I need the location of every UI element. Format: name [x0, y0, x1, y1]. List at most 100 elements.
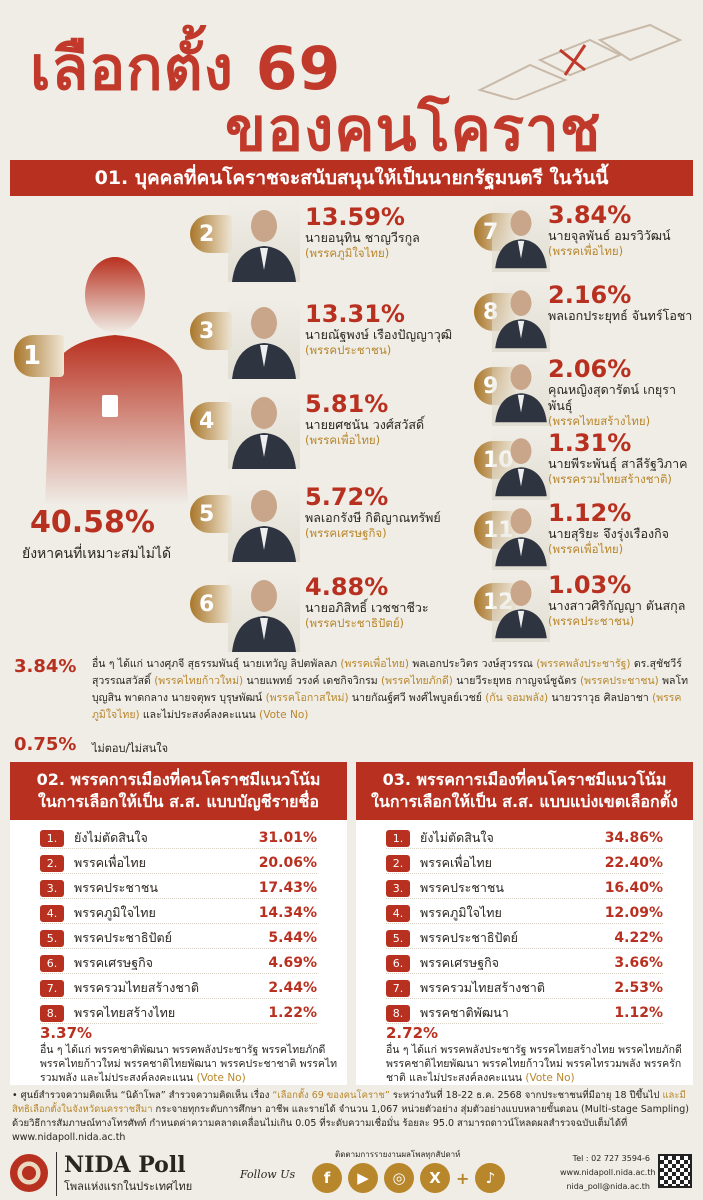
candidate-pct: 2.16%	[548, 281, 632, 309]
row-label: พรรคไทยสร้างไทย	[74, 1005, 176, 1020]
table-row: 4. พรรคภูมิใจไทย 12.09%	[386, 903, 663, 924]
candidate-entry: 4.88% นายอภิสิทธิ์ เวชชาชีวะ (พรรคประชาธ…	[305, 574, 470, 631]
row-label: พรรคประชาธิปัตย์	[74, 930, 172, 945]
social-links: f ▶ ◎ X + ♪	[312, 1163, 506, 1193]
tiktok-icon[interactable]: ♪	[475, 1163, 506, 1193]
other-note: อื่น ๆ ได้แก่ พรรคพลังประชารัฐ พรรคไทยสร…	[386, 1043, 686, 1085]
candidate-entry: 3.84% นายจุลพันธ์ อมรวิวัฒน์ (พรรคเพื่อไ…	[548, 202, 698, 259]
candidate-pct: 5.72%	[305, 483, 389, 511]
candidate-name: พลเอกประยุทธ์ จันทร์โอชา	[548, 308, 693, 323]
panel-title: 03. พรรคการเมืองที่คนโคราชมีแนวโน้ม ในการ…	[356, 762, 693, 820]
brand-tagline: โพลแห่งแรกในประเทศไทย	[64, 1180, 193, 1193]
candidate-party: (พรรคประชาธิปัตย์)	[305, 616, 405, 630]
candidate-entry: 5.72% พลเอกรังษี กิติญาณทรัพย์ (พรรคเศรษ…	[305, 484, 470, 541]
others-part: (พรรคเพื่อไทย)	[340, 658, 409, 670]
candidate-party: (พรรคเพื่อไทย)	[548, 244, 624, 258]
other-pct: 3.37%	[40, 1024, 93, 1042]
others-part: (พรรคประชาชน)	[580, 675, 659, 687]
row-value: 16.40%	[604, 880, 663, 896]
row-rank: 3.	[40, 879, 64, 897]
row-value: 12.09%	[604, 905, 663, 921]
instagram-icon[interactable]: ◎	[384, 1163, 414, 1193]
candidate-party: (พรรคเศรษฐกิจ)	[305, 526, 387, 540]
row-rank: 1.	[386, 829, 410, 847]
row-label: พรรคประชาชน	[74, 880, 158, 895]
table-row: 8. พรรคไทยสร้างไทย 1.22%	[40, 1003, 317, 1024]
candidate-photo	[228, 299, 300, 379]
candidate-pct: 1.31%	[548, 429, 632, 457]
others-part: นายวราวุธ ศิลปอาชา	[548, 692, 653, 704]
divider	[56, 1152, 57, 1196]
table-row: 2. พรรคเพื่อไทย 20.06%	[40, 853, 317, 874]
title-line2: ของคนโคราช	[225, 95, 602, 165]
candidate-pct: 3.84%	[548, 201, 632, 229]
row-value: 1.12%	[614, 1005, 663, 1021]
table-row: 7. พรรครวมไทยสร้างชาติ 2.44%	[40, 978, 317, 999]
method-title: “เลือกตั้ง 69 ของคนโคราช”	[272, 1090, 390, 1101]
no-answer-pct: 0.75%	[14, 734, 77, 755]
row-rank: 8.	[40, 1004, 64, 1022]
row-label: พรรคประชาชน	[420, 880, 504, 895]
follow-label: Follow Us	[240, 1168, 296, 1181]
rank-badge: 6	[190, 585, 232, 623]
others-part: นายแพทย์ วรงค์ เดชกิจวิกรม	[243, 675, 381, 687]
method-text: ระหว่างวันที่ 18-22 ธ.ค. 2568 จากประชาชน…	[389, 1090, 663, 1101]
row-label: พรรคเพื่อไทย	[74, 855, 146, 870]
row-rank: 5.	[386, 929, 410, 947]
row-rank: 6.	[386, 954, 410, 972]
ballot-checkbox-icon	[477, 23, 683, 100]
row-value: 5.44%	[268, 930, 317, 946]
candidate-photo	[492, 354, 550, 426]
table-row: 6. พรรคเศรษฐกิจ 4.69%	[40, 953, 317, 974]
other-text: อื่น ๆ ได้แก่ พรรคพลังประชารัฐ พรรคไทยสร…	[386, 1044, 682, 1084]
others-part: และไม่ประสงค์ลงคะแนน	[139, 709, 260, 721]
candidate-entry: 13.59% นายอนุทิน ชาญวีรกูล (พรรคภูมิใจไท…	[305, 204, 470, 261]
row-value: 1.22%	[268, 1005, 317, 1021]
row-value: 2.53%	[614, 980, 663, 996]
candidate-name: นายณัฐพงษ์ เรืองปัญญาวุฒิ	[305, 327, 453, 342]
row-rank: 1.	[40, 829, 64, 847]
other-text: อื่น ๆ ได้แก่ พรรคชาติพัฒนา พรรคพลังประช…	[40, 1044, 338, 1084]
others-part: (กัน จอมพลัง)	[485, 692, 549, 704]
table-row: 7. พรรครวมไทยสร้างชาติ 2.53%	[386, 978, 663, 999]
table-row: 8. พรรคชาติพัฒนา 1.12%	[386, 1003, 663, 1024]
candidate-entry: 1.31% นายพีระพันธุ์ สาลีรัฐวิภาค (พรรครว…	[548, 430, 698, 487]
others-part: นายกัณฐ์ศวี พงศ์ไพบูลย์เวชย์	[348, 692, 486, 704]
candidate-name: นายอนุทิน ชาญวีรกูล	[305, 230, 420, 245]
candidate-name: นายสุริยะ จึงรุ่งเรืองกิจ	[548, 526, 669, 541]
table-row: 1. ยังไม่ตัดสินใจ 31.01%	[40, 828, 317, 849]
candidate-name: นายอภิสิทธิ์ เวชชาชีวะ	[305, 600, 429, 615]
candidate-photo	[492, 570, 550, 642]
table-row: 5. พรรคประชาธิปัตย์ 5.44%	[40, 928, 317, 949]
facebook-icon[interactable]: f	[312, 1163, 342, 1193]
qr-code[interactable]	[658, 1154, 692, 1188]
candidate-entry: 1.12% นายสุริยะ จึงรุ่งเรืองกิจ (พรรคเพื…	[548, 500, 698, 557]
candidate-photo	[228, 572, 300, 652]
others-part: อื่น ๆ ได้แก่ นางศุภจี สุธรรมพันธุ์ นายเ…	[92, 658, 341, 670]
table-row: 6. พรรคเศรษฐกิจ 3.66%	[386, 953, 663, 974]
contact-info: Tel : 02 727 3594-6 www.nidapoll.nida.ac…	[560, 1152, 656, 1194]
x-icon[interactable]: X	[420, 1163, 450, 1193]
youtube-icon[interactable]: ▶	[348, 1163, 378, 1193]
row-label: พรรคประชาธิปัตย์	[420, 930, 518, 945]
other-note: อื่น ๆ ได้แก่ พรรคชาติพัฒนา พรรคพลังประช…	[40, 1043, 340, 1085]
row-value: 3.66%	[614, 955, 663, 971]
rank-badge: 4	[190, 402, 232, 440]
follow-note: ติดตามการรายงานผลโพลทุกสัปดาห์	[335, 1150, 461, 1159]
website-link[interactable]: www.nidapoll.nida.ac.th	[560, 1168, 656, 1177]
silhouette-figure	[20, 235, 190, 505]
candidate-pct: 2.06%	[548, 355, 632, 383]
phone: Tel : 02 727 3594-6	[572, 1154, 650, 1163]
email-link[interactable]: nida_poll@nida.ac.th	[566, 1182, 650, 1191]
candidate-name: คุณหญิงสุดารัตน์ เกยุราพันธุ์	[548, 382, 676, 413]
row-rank: 7.	[40, 979, 64, 997]
row-label: ยังไม่ตัดสินใจ	[420, 830, 494, 845]
first-pct: 40.58%	[30, 505, 155, 540]
party-table-2: 02. พรรคการเมืองที่คนโคราชมีแนวโน้ม ในการ…	[10, 762, 347, 1085]
method-highlight: และมีสิทธิเลือกตั้งในจังหวัดนครราชสีมา	[12, 1090, 686, 1115]
candidate-pct: 1.12%	[548, 499, 632, 527]
row-value: 31.01%	[258, 830, 317, 846]
table-row: 1. ยังไม่ตัดสินใจ 34.86%	[386, 828, 663, 849]
others-part: (Vote No)	[259, 709, 309, 721]
row-label: พรรคเศรษฐกิจ	[420, 955, 499, 970]
